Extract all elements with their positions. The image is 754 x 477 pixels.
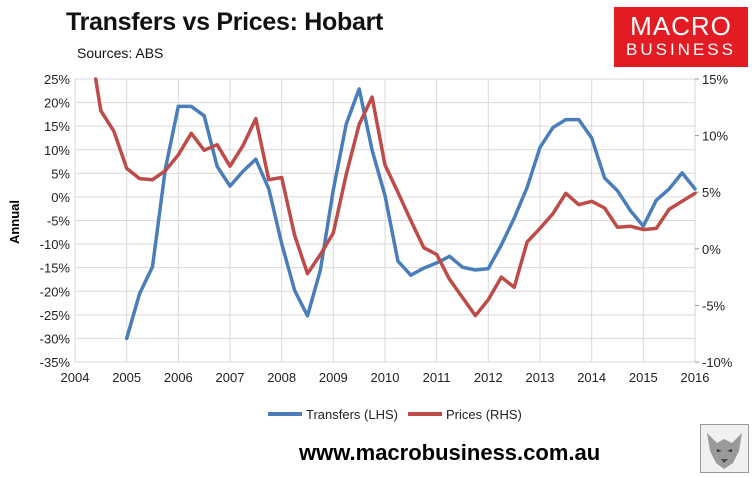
series-lines [93,77,697,341]
y-left-tick-label: -5% [47,214,71,229]
y-left-tick-label: -15% [40,261,71,276]
axes: 25% 20% 15% 10% 5% 0% -5% -10% -15% -20% -25% -30% -… [40,72,733,385]
y-left-tick-label: -30% [40,331,71,346]
x-tick-label: 2004 [61,370,90,385]
y-left-tick-label: 15% [44,119,70,134]
x-tick-label: 2015 [629,370,658,385]
y-left-tick-label: -35% [40,355,71,370]
gridlines [74,78,696,363]
y-right-tick-label: 10% [702,129,728,144]
x-tick-label: 2013 [526,370,555,385]
y-left-tick-label: 0% [51,190,70,205]
footer-url: www.macrobusiness.com.au [299,440,601,465]
series-line-prices-rhs [93,77,697,318]
y-right-tick-label: 0% [702,242,721,257]
series-line-transfers-lhs [124,87,697,341]
x-tick-label: 2009 [319,370,348,385]
x-tick-label: 2011 [423,370,451,385]
macrobusiness-logo: MACRO BUSINESS [614,7,748,67]
y-left-tick-label: -10% [40,237,71,252]
chart-subtitle: Sources: ABS [77,45,164,61]
x-tick-label: 2006 [164,370,193,385]
y-right-tick-label: -5% [702,298,726,313]
logo-line-2: BUSINESS [626,40,736,59]
legend: Transfers (LHS) Prices (RHS) [268,407,522,422]
x-tick-label: 2008 [267,370,296,385]
y-left-tick-label: 25% [44,72,70,87]
line-chart: 25% 20% 15% 10% 5% 0% -5% -10% -15% -20% -25% -30% -… [7,72,733,422]
logo-line-1: MACRO [630,11,732,41]
y-left-tick-label: 5% [51,166,70,181]
legend-label: Prices (RHS) [446,407,522,422]
x-tick-label: 2007 [216,370,245,385]
x-tick-label: 2014 [577,370,606,385]
y-left-tick-label: -20% [40,284,71,299]
y-right-tick-label: -10% [702,355,733,370]
y-right-tick-label: 15% [702,72,728,87]
legend-label: Transfers (LHS) [306,407,398,422]
x-tick-label: 2005 [112,370,141,385]
x-tick-label: 2016 [681,370,710,385]
y-right-tick-label: 5% [702,185,721,200]
y-axis-label: Annual [7,200,22,244]
y-left-tick-label: -25% [40,308,71,323]
y-left-tick-label: 20% [44,96,70,111]
x-tick-label: 2010 [371,370,400,385]
wolf-logo-icon [700,424,749,473]
y-left-tick-label: 10% [44,143,70,158]
x-tick-label: 2012 [474,370,503,385]
chart-title: Transfers vs Prices: Hobart [66,8,384,36]
